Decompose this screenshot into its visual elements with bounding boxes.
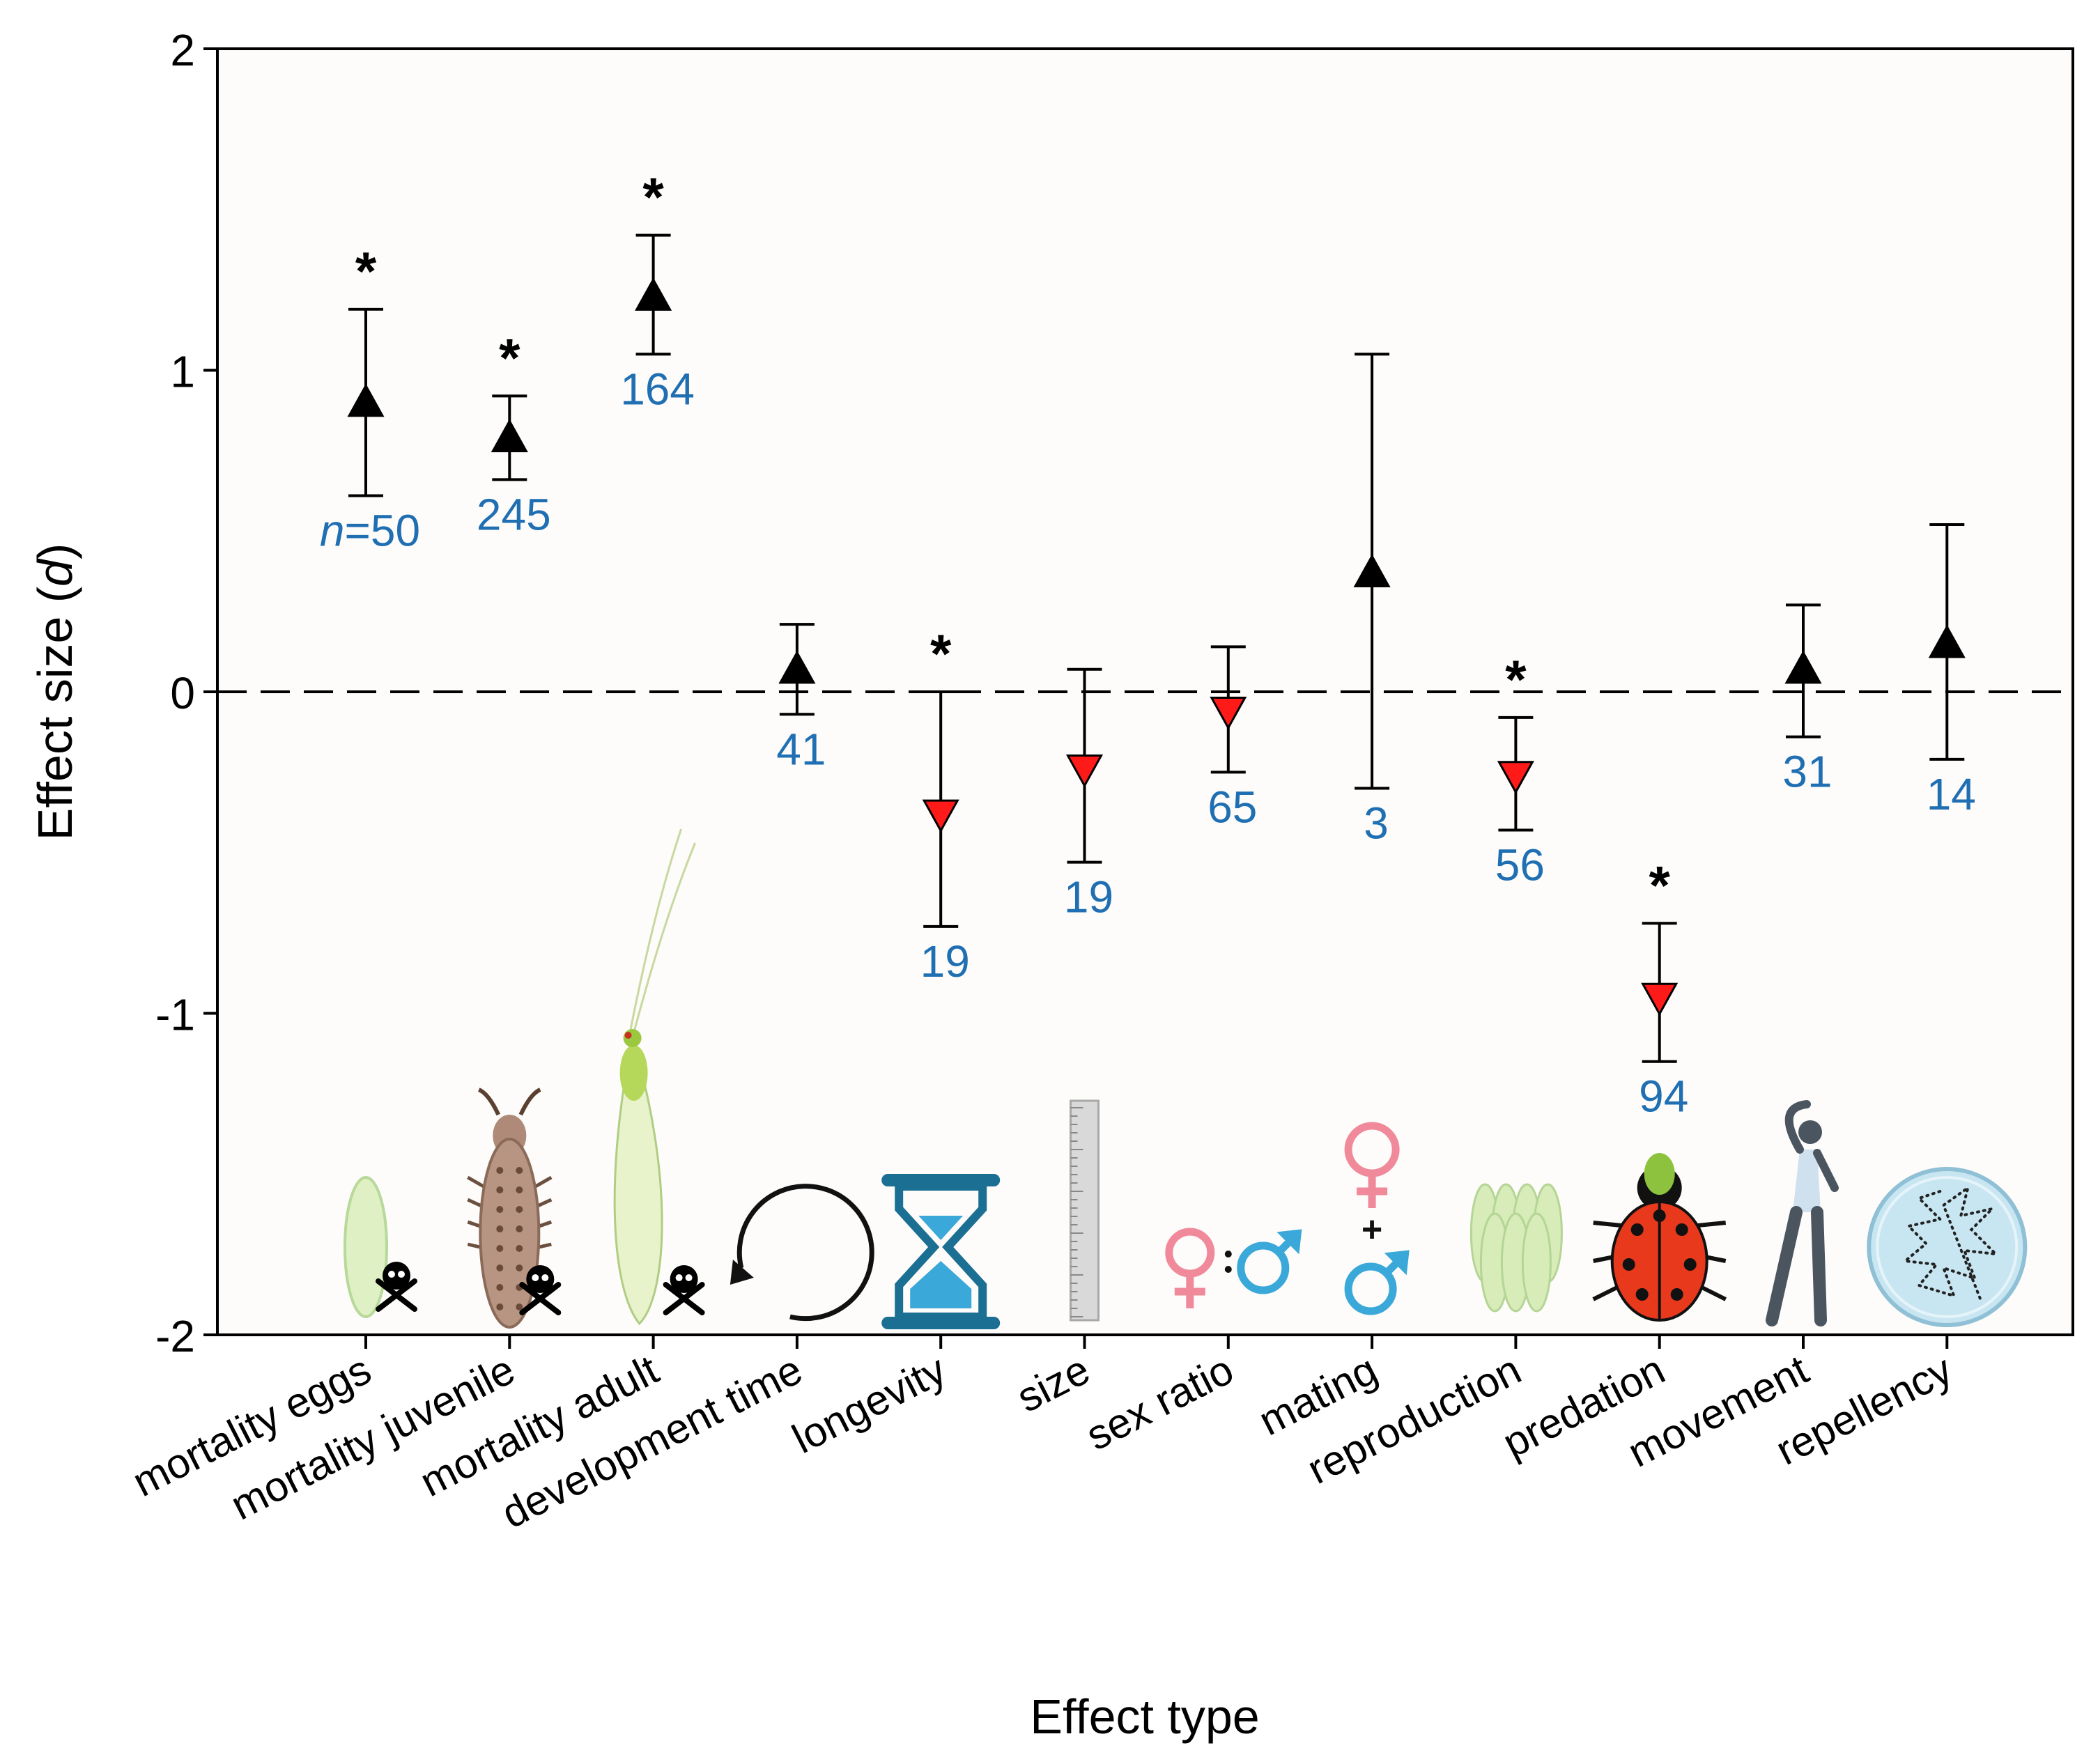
egg-cluster-icon xyxy=(1469,1183,1563,1313)
y-tick-label: 2 xyxy=(170,25,195,75)
cycle-arrow-icon xyxy=(730,1184,874,1322)
marker-down-triangle xyxy=(1210,696,1247,730)
category-icons: + xyxy=(344,828,2028,1329)
data-point: 3 xyxy=(1353,353,1391,848)
significance-asterisk: * xyxy=(499,327,520,388)
male-symbol-icon xyxy=(1344,1250,1410,1315)
sample-size-label: 19 xyxy=(1064,872,1113,922)
data-point: * 19 xyxy=(920,623,970,987)
significance-asterisk: * xyxy=(642,167,664,228)
data-point: 65 xyxy=(1207,645,1257,832)
marker-up-triangle xyxy=(1353,554,1391,587)
data-point: 14 xyxy=(1927,523,1976,819)
marker-up-triangle xyxy=(1784,650,1822,684)
data-point: * 164 xyxy=(620,167,695,415)
sample-size-label: 164 xyxy=(620,364,695,414)
marker-down-triangle xyxy=(922,799,959,833)
sample-size-label: 56 xyxy=(1495,840,1545,890)
marker-down-triangle xyxy=(1497,761,1534,795)
dancer-icon xyxy=(1766,1100,1839,1326)
data-marks: * n=50 * 245 * 164 41 * 19 19 65 3 * 56 * 94 31 14 xyxy=(320,167,1976,1122)
sample-size-label: 31 xyxy=(1782,747,1832,797)
sample-size-label: 19 xyxy=(920,936,970,987)
marker-down-triangle xyxy=(1065,755,1104,788)
marker-up-triangle xyxy=(635,277,672,311)
y-axis: -2 -1 0 1 2 xyxy=(155,25,217,1361)
y-axis-title: Effect size (d) xyxy=(28,543,82,841)
data-point: 41 xyxy=(776,623,826,774)
sex-ratio-icon xyxy=(1165,1228,1302,1308)
skull-crossbones-icon xyxy=(519,1265,562,1315)
marker-up-triangle xyxy=(491,419,528,453)
data-point: * n=50 xyxy=(320,240,420,556)
skull-crossbones-icon xyxy=(663,1265,705,1315)
significance-asterisk: * xyxy=(355,240,377,302)
lacewing-adult-icon xyxy=(613,828,705,1326)
petri-dish-icon xyxy=(1867,1167,2028,1327)
sample-size-label: 14 xyxy=(1927,769,1976,819)
marker-down-triangle xyxy=(1641,982,1679,1016)
egg-icon xyxy=(344,1176,417,1318)
larva-icon xyxy=(467,1088,562,1329)
ruler-icon xyxy=(1070,1099,1099,1322)
y-tick-label: 1 xyxy=(170,347,195,397)
female-symbol-icon xyxy=(1165,1228,1215,1308)
ladybird-icon xyxy=(1592,1153,1727,1322)
sample-size-label: 41 xyxy=(776,724,826,774)
sample-size-label: 94 xyxy=(1639,1071,1688,1122)
skull-crossbones-icon xyxy=(376,1262,417,1312)
x-axis xyxy=(364,1335,1949,1349)
sample-size-label: 245 xyxy=(477,489,551,539)
significance-asterisk: * xyxy=(930,623,952,684)
sample-size-label: 65 xyxy=(1207,782,1257,832)
data-point: * 56 xyxy=(1495,649,1545,890)
male-symbol-icon xyxy=(1237,1229,1302,1294)
y-tick-label: -2 xyxy=(155,1311,195,1361)
significance-asterisk: * xyxy=(1505,649,1527,710)
hourglass-icon xyxy=(881,1174,1001,1329)
marker-up-triangle xyxy=(778,650,816,684)
mating-icon: + xyxy=(1344,1122,1410,1315)
x-axis-title: Effect type xyxy=(1030,1689,1259,1744)
sample-size-label: 3 xyxy=(1364,798,1389,848)
y-tick-label: 0 xyxy=(170,668,195,718)
data-point: 19 xyxy=(1064,667,1113,922)
significance-asterisk: * xyxy=(1649,854,1671,915)
marker-up-triangle xyxy=(1928,624,1966,658)
data-point: 31 xyxy=(1782,603,1832,797)
plus-sign: + xyxy=(1361,1209,1382,1250)
y-tick-label: -1 xyxy=(155,990,195,1040)
data-point: * 94 xyxy=(1639,854,1688,1121)
female-symbol-icon xyxy=(1344,1122,1400,1208)
marker-up-triangle xyxy=(347,383,385,417)
data-point: * 245 xyxy=(477,327,551,539)
sample-size-label: n=50 xyxy=(320,505,420,555)
